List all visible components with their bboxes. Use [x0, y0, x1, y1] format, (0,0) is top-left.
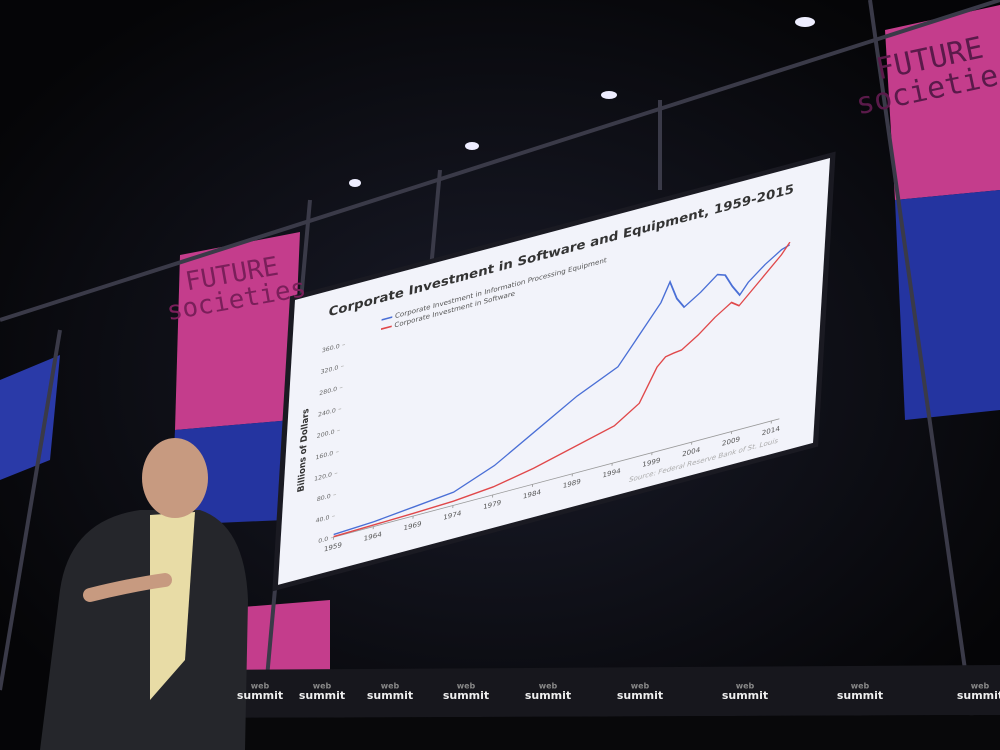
logo-word: web [457, 682, 476, 691]
y-tick-label: 160.0 [315, 450, 333, 461]
logo-word: summit [957, 689, 1000, 702]
stage-floor [200, 715, 1000, 750]
y-tick [335, 451, 339, 453]
y-tick [333, 493, 337, 496]
y-tick [338, 408, 342, 410]
y-tick-label: 280.0 [319, 386, 337, 397]
y-tick [339, 386, 343, 389]
y-tick-label: 120.0 [314, 471, 332, 482]
logo-word: web [971, 682, 990, 691]
logo-word: web [631, 682, 650, 691]
banner-right [885, 5, 1000, 200]
y-tick-label: 0.0 [318, 536, 328, 545]
series-line [333, 241, 791, 538]
series-line [333, 244, 790, 536]
logo-word: summit [367, 689, 413, 702]
logo-word: web [851, 682, 870, 691]
logo-word: summit [837, 689, 883, 702]
logo-word: summit [299, 689, 345, 702]
y-tick [342, 344, 346, 346]
stage-lights [349, 17, 815, 187]
logo-word: summit [237, 689, 283, 702]
logo-word: summit [617, 689, 663, 702]
logo-word: web [539, 682, 558, 691]
screen-surface [277, 157, 831, 585]
presenter [40, 438, 248, 750]
banner-right-low [895, 190, 1000, 420]
logo-word: web [313, 682, 332, 691]
y-tick-label: 200.0 [316, 429, 334, 440]
banner-left [0, 355, 60, 480]
y-tick [337, 429, 340, 432]
stage-front [200, 665, 1000, 718]
y-tick-label: 80.0 [317, 493, 331, 503]
logo-word: summit [722, 689, 768, 702]
y-tick-label: 40.0 [315, 514, 329, 524]
y-tick-label: 320.0 [320, 364, 338, 375]
y-tick-label: 360.0 [322, 343, 340, 354]
banner-mid [175, 232, 300, 430]
logo-word: web [736, 682, 755, 691]
y-tick [332, 515, 335, 517]
y-tick [341, 365, 344, 368]
logo-word: web [381, 682, 400, 691]
y-tick-label: 240.0 [318, 407, 336, 418]
y-tick [330, 536, 334, 539]
logo-word: web [251, 682, 270, 691]
logo-word: summit [525, 689, 571, 702]
legend-swatch [381, 316, 393, 321]
legend-swatch [380, 325, 392, 330]
logo-word: summit [443, 689, 489, 702]
x-axis [333, 418, 780, 538]
y-tick [334, 472, 338, 475]
